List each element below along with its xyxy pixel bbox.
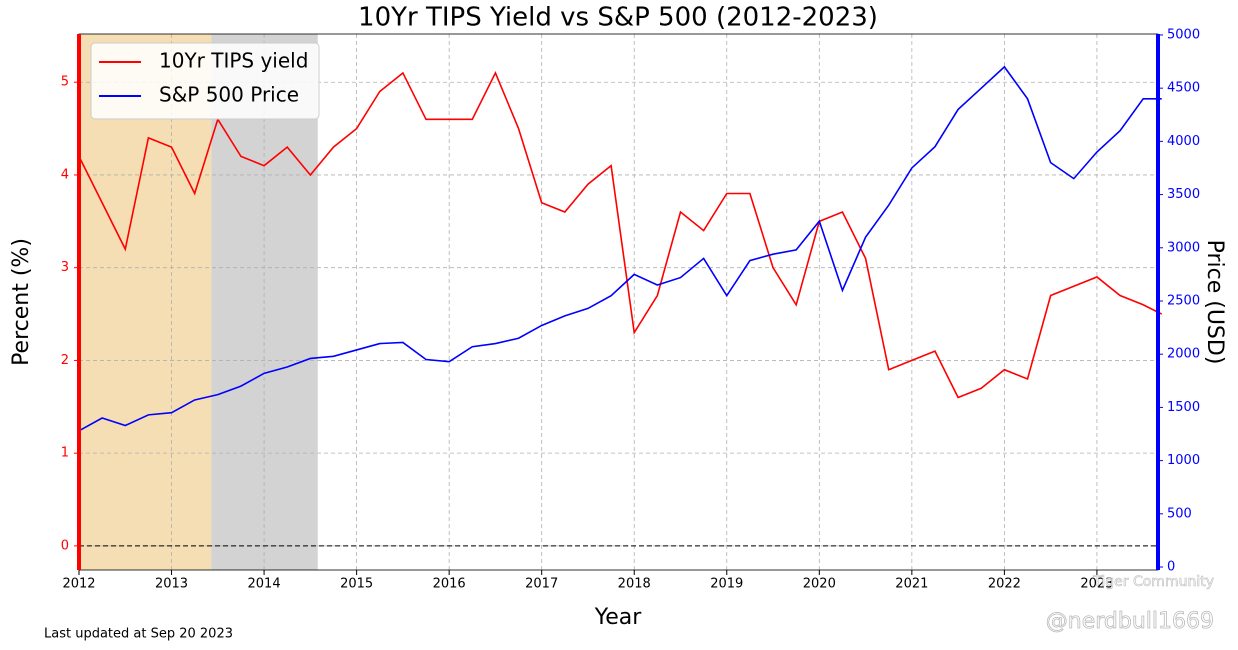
- y2-tick-label: 500: [1167, 506, 1192, 521]
- legend-label: 10Yr TIPS yield: [159, 49, 308, 73]
- x-tick-label: 2012: [62, 577, 95, 592]
- x-axis-label: Year: [594, 605, 643, 630]
- x-tick-label: 2015: [340, 577, 373, 592]
- x-tick-label: 2019: [710, 577, 743, 592]
- chart-title: 10Yr TIPS Yield vs S&P 500 (2012-2023): [358, 3, 878, 33]
- y2-tick-label: 0: [1167, 560, 1175, 575]
- data-line: [78, 65, 1162, 432]
- x-tick-label: 2016: [433, 577, 466, 592]
- y2-tick-label: 3500: [1167, 187, 1200, 202]
- x-tick-label: 2023: [1080, 577, 1113, 592]
- x-tick-label: 2017: [525, 577, 558, 592]
- shaded-span: [79, 34, 212, 570]
- footnote: Last updated at Sep 20 2023: [44, 627, 233, 642]
- x-tick-label: 2014: [248, 577, 281, 592]
- x-tick-label: 2013: [155, 577, 188, 592]
- legend-label: S&P 500 Price: [159, 83, 299, 107]
- y-tick-label: 5: [61, 75, 69, 90]
- y2-tick-label: 3000: [1167, 240, 1200, 255]
- y2-tick-label: 1500: [1167, 400, 1200, 415]
- y-tick-label: 1: [61, 446, 69, 461]
- y2-tick-label: 5000: [1167, 27, 1200, 42]
- y-tick-label: 3: [61, 260, 69, 275]
- y-axis-label: Percent (%): [9, 238, 34, 366]
- y2-tick-label: 2000: [1167, 347, 1200, 362]
- x-tick-label: 2018: [618, 577, 651, 592]
- y2-axis-label: Price (USD): [1202, 240, 1227, 365]
- y-tick-label: 4: [61, 167, 69, 182]
- y2-tick-label: 1000: [1167, 453, 1200, 468]
- y-tick-label: 2: [61, 353, 69, 368]
- watermark: @nerdbull1669: [1046, 609, 1214, 634]
- y2-tick-label: 4500: [1167, 81, 1200, 96]
- plot-area: 2012 2013 2014 2015 2016 2017 2018 2019 2020 2021…: [61, 27, 1200, 591]
- y-tick-label: 0: [61, 538, 69, 553]
- shaded-span: [211, 34, 318, 570]
- y2-tick-label: 2500: [1167, 293, 1200, 308]
- x-tick-label: 2021: [895, 577, 928, 592]
- legend-box: [90, 42, 320, 120]
- watermark-brand: Tiger Community: [1092, 574, 1214, 590]
- x-tick-label: 2020: [803, 577, 836, 592]
- y2-tick-label: 4000: [1167, 134, 1200, 149]
- x-tick-label: 2022: [988, 577, 1021, 592]
- data-line: [78, 71, 1163, 399]
